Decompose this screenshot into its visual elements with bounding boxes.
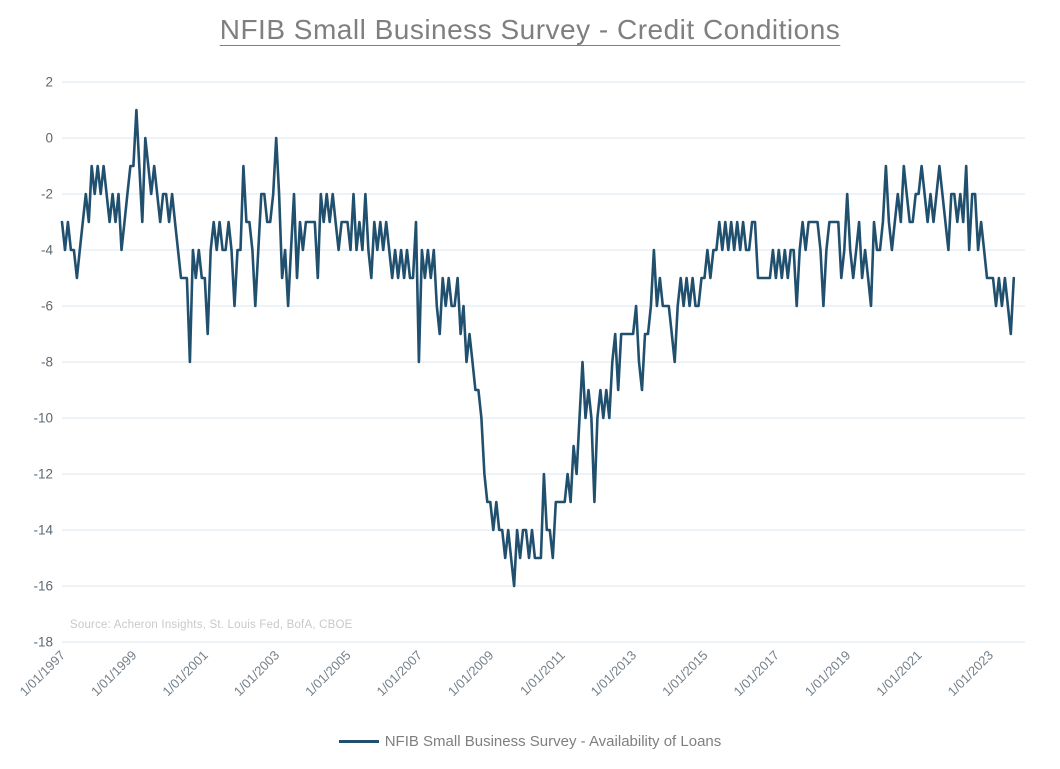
y-axis-tick-label: -8 (41, 355, 53, 370)
y-axis-tick-label: -10 (33, 411, 53, 426)
x-axis-tick-label: 1/01/2001 (159, 648, 211, 700)
legend-line-swatch (338, 740, 379, 743)
y-axis-tick-label: -18 (33, 635, 53, 650)
x-axis-tick-label: 1/01/2011 (517, 648, 568, 699)
y-axis-tick-label: -2 (41, 187, 53, 202)
y-axis-tick-label: -12 (33, 467, 53, 482)
y-axis-tick-label: -4 (41, 243, 53, 258)
x-axis-tick-label: 1/01/1999 (88, 648, 140, 700)
source-note: Source: Acheron Insights, St. Louis Fed,… (70, 619, 353, 631)
y-axis-tick-label: 0 (45, 131, 53, 146)
x-axis-tick-label: 1/01/2017 (730, 648, 782, 700)
y-axis-tick-label: -16 (33, 579, 53, 594)
legend: NFIB Small Business Survey - Availabilit… (0, 733, 1060, 750)
x-axis-tick-label: 1/01/2015 (659, 648, 711, 700)
x-axis-tick-label: 1/01/2007 (374, 648, 426, 700)
chart-title: NFIB Small Business Survey - Credit Cond… (219, 14, 841, 45)
series-line-availability-of-loans (60, 108, 1016, 588)
x-axis-tick-label: 1/01/2019 (802, 648, 854, 700)
x-axis-tick-label: 1/01/2013 (588, 648, 640, 700)
x-axis-tick-label: 1/01/1997 (17, 648, 69, 700)
legend-label: NFIB Small Business Survey - Availabilit… (384, 733, 722, 750)
y-axis-tick-label: -14 (33, 523, 53, 538)
x-axis-tick-label: 1/01/2009 (445, 648, 497, 700)
x-axis-tick-label: 1/01/2023 (945, 648, 997, 700)
x-axis-tick-label: 1/01/2003 (231, 648, 283, 700)
y-axis-tick-label: -6 (41, 299, 53, 314)
y-axis-tick-label: 2 (45, 75, 53, 90)
x-axis-tick-label: 1/01/2021 (873, 648, 925, 700)
x-axis-tick-label: 1/01/2005 (302, 648, 354, 700)
